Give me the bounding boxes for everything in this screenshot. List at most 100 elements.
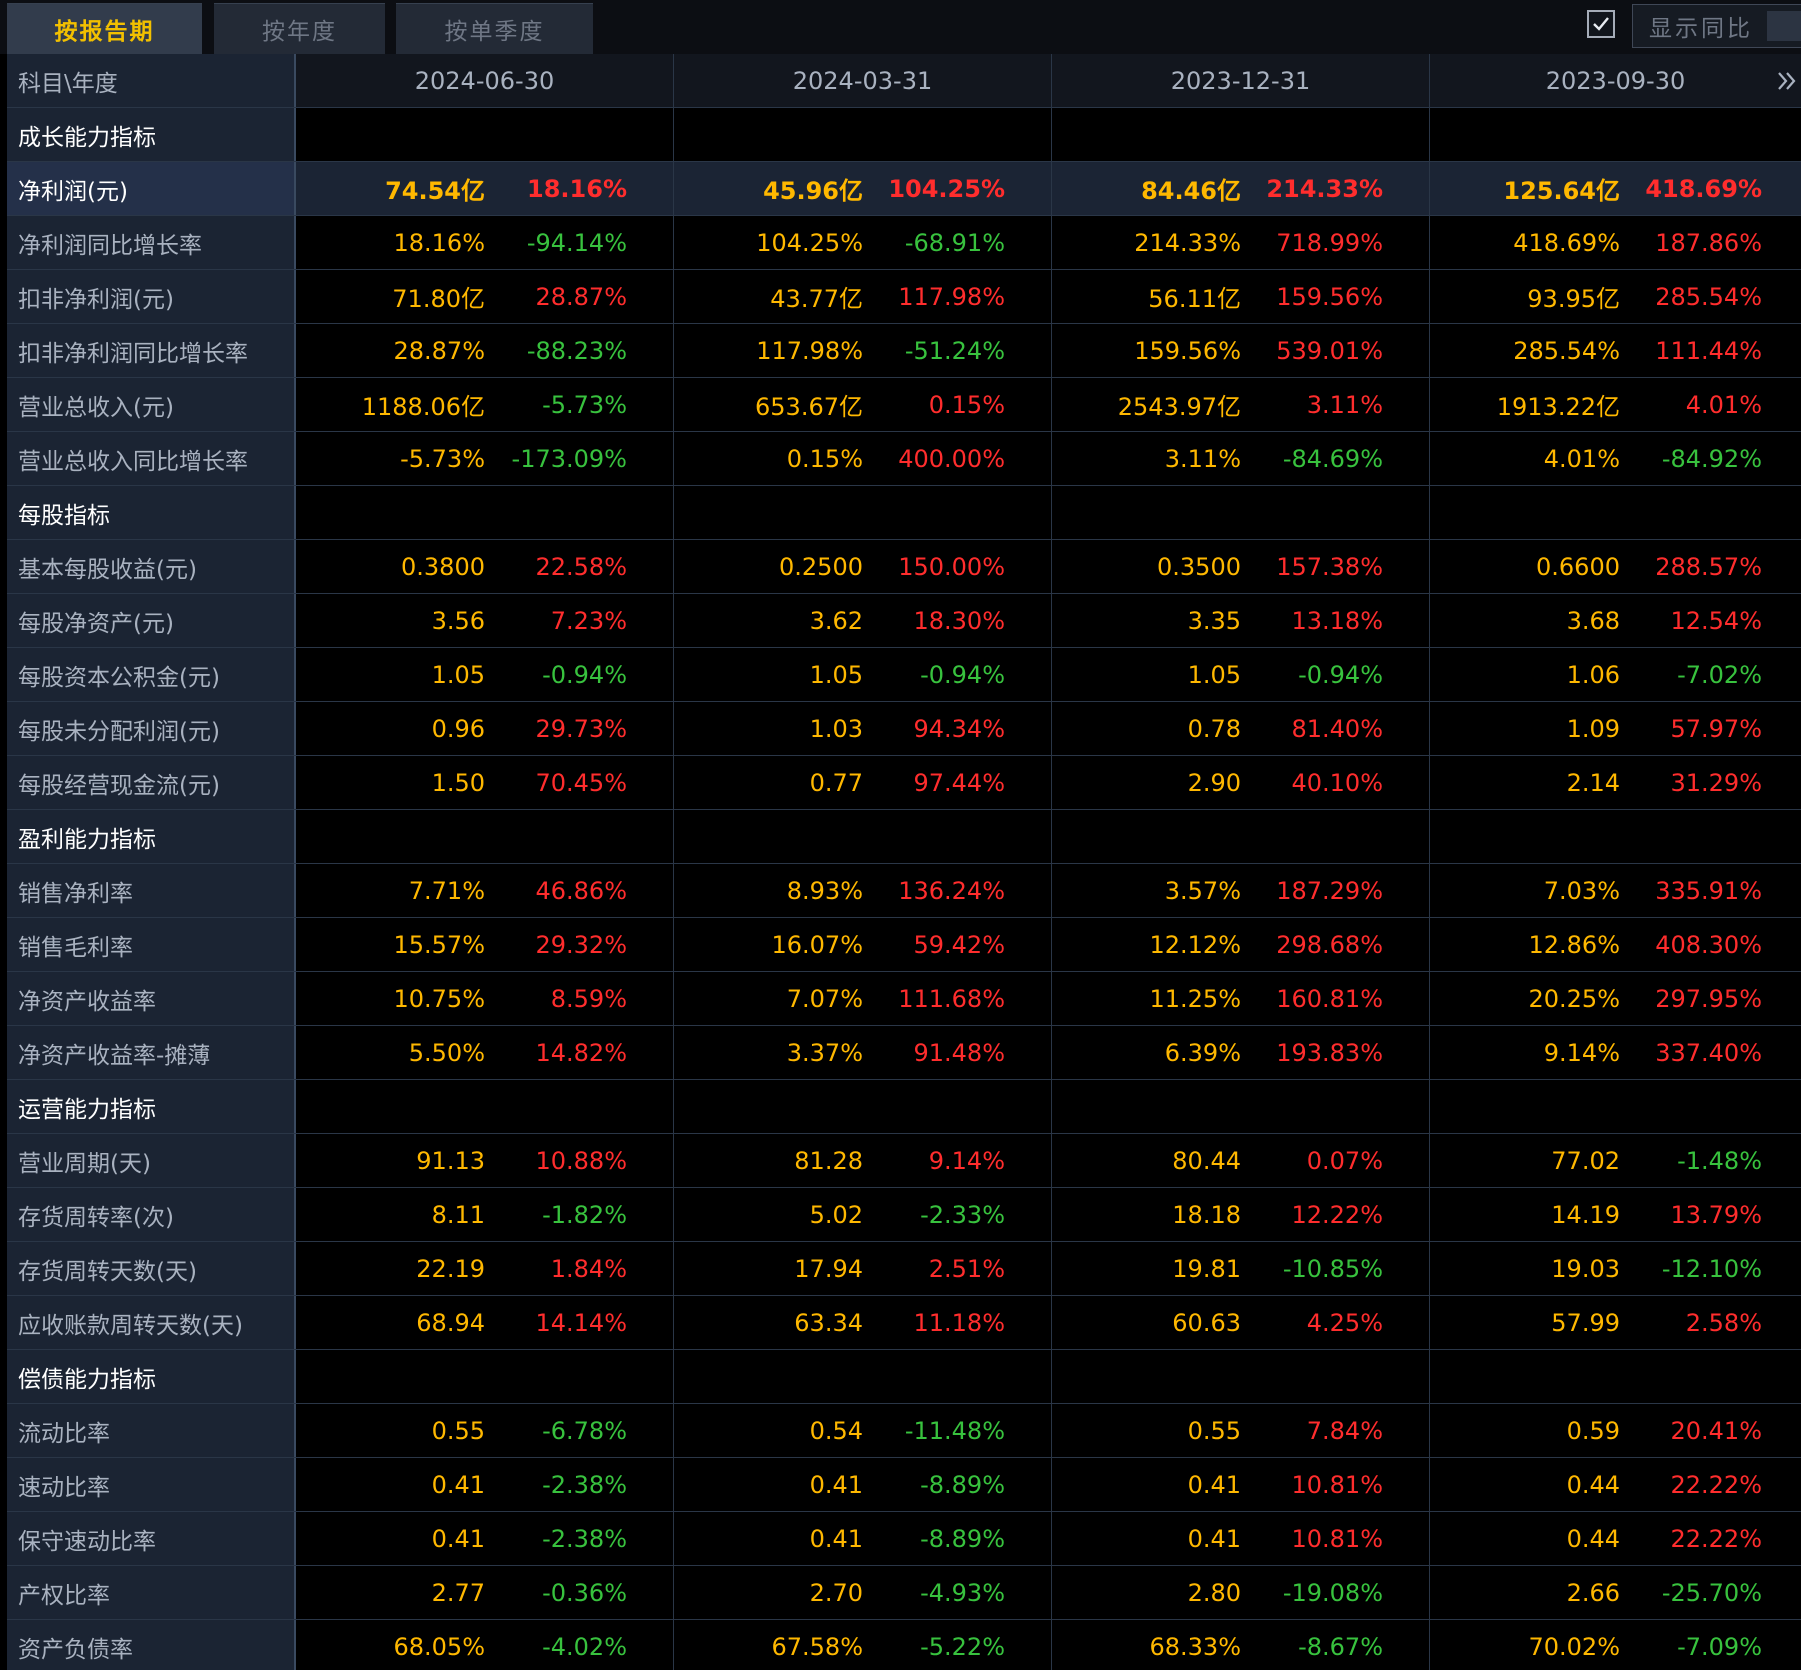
table-row[interactable]: 扣非净利润同比增长率 28.87% -88.23% 117.98% -51.24% 159… <box>7 324 1801 378</box>
yoy-change: 13.79% <box>1670 1200 1762 1229</box>
cell-period-3: 285.54% 111.44% <box>1430 324 1801 377</box>
yoy-change: -19.08% <box>1282 1578 1383 1607</box>
yoy-change: 20.41% <box>1670 1416 1762 1445</box>
table-row[interactable]: 存货周转天数(天) 22.19 1.84% 17.94 2.51% 19.81 -10.85… <box>7 1242 1801 1296</box>
yoy-change: 22.58% <box>535 552 627 581</box>
table-row[interactable]: 净资产收益率 10.75% 8.59% 7.07% 111.68% 11.25% 160.8… <box>7 972 1801 1026</box>
header-col-1[interactable]: 2024-03-31 <box>674 54 1052 107</box>
cell-period-1 <box>674 1080 1052 1133</box>
yoy-change: 0.07% <box>1306 1146 1383 1175</box>
table-row[interactable]: 资产负债率 68.05% -4.02% 67.58% -5.22% 68.33% -8.67… <box>7 1620 1801 1670</box>
yoy-change: 187.29% <box>1276 876 1383 905</box>
table-row[interactable]: 存货周转率(次) 8.11 -1.82% 5.02 -2.33% 18.18 12.22% 1… <box>7 1188 1801 1242</box>
table-row[interactable]: 每股净资产(元) 3.56 7.23% 3.62 18.30% 3.35 13.18% 3.6… <box>7 594 1801 648</box>
header-col-3[interactable]: 2023-09-30 <box>1430 54 1801 107</box>
table-row[interactable]: 净资产收益率-摊薄 5.50% 14.82% 3.37% 91.48% 6.39% 193.… <box>7 1026 1801 1080</box>
table-row[interactable]: 扣非净利润(元) 71.80亿 28.87% 43.77亿 117.98% 56.11亿 1… <box>7 270 1801 324</box>
tab-by-report-period[interactable]: 按报告期 <box>7 3 202 54</box>
cell-period-0: 28.87% -88.23% <box>296 324 674 377</box>
cell-period-0: 0.96 29.73% <box>296 702 674 755</box>
header-date: 2023-12-31 <box>1170 66 1311 95</box>
table-row[interactable]: 应收账款周转天数(天) 68.94 14.14% 63.34 11.18% 60.63 4.… <box>7 1296 1801 1350</box>
indicator-value: 0.54 <box>809 1416 863 1445</box>
indicator-value: 0.2500 <box>779 552 863 581</box>
yoy-change: -0.94% <box>542 660 627 689</box>
table-row[interactable]: 营业总收入(元) 1188.06亿 -5.73% 653.67亿 0.15% 2543.9… <box>7 378 1801 432</box>
indicator-value: 57.99 <box>1551 1308 1620 1337</box>
section-header-row: 每股指标 <box>7 486 1801 540</box>
cell-period-1: 0.2500 150.00% <box>674 540 1052 593</box>
double-chevron-right-icon[interactable] <box>1773 67 1801 95</box>
indicator-value: 0.6600 <box>1536 552 1620 581</box>
row-label: 净资产收益率 <box>7 972 296 1025</box>
yoy-change: 8.59% <box>550 984 627 1013</box>
cell-period-1: 5.02 -2.33% <box>674 1188 1052 1241</box>
cell-period-2: 3.35 13.18% <box>1052 594 1430 647</box>
indicator-value: 18.16% <box>393 228 485 257</box>
indicator-value: 45.96亿 <box>763 177 863 205</box>
yoy-change: 193.83% <box>1276 1038 1383 1067</box>
cell-period-0: 15.57% 29.32% <box>296 918 674 971</box>
tab-by-quarter[interactable]: 按单季度 <box>396 3 593 54</box>
row-label: 存货周转天数(天) <box>7 1242 296 1295</box>
cell-period-3: 14.19 13.79% <box>1430 1188 1801 1241</box>
cell-period-0 <box>296 810 674 863</box>
cell-period-3: 1.06 -7.02% <box>1430 648 1801 701</box>
table-row[interactable]: 基本每股收益(元) 0.3800 22.58% 0.2500 150.00% 0.3500… <box>7 540 1801 594</box>
table-row[interactable]: 每股未分配利润(元) 0.96 29.73% 1.03 94.34% 0.78 81.40%… <box>7 702 1801 756</box>
yoy-change: 136.24% <box>898 876 1005 905</box>
indicator-value: 3.11% <box>1164 444 1241 473</box>
indicator-value: 104.25% <box>756 228 863 257</box>
cell-period-1: 16.07% 59.42% <box>674 918 1052 971</box>
indicator-value: 3.62 <box>809 606 863 635</box>
cell-period-3 <box>1430 1080 1801 1133</box>
cell-period-0: 18.16% -94.14% <box>296 216 674 269</box>
cell-period-1: 0.41 -8.89% <box>674 1458 1052 1511</box>
yoy-change: -5.73% <box>542 390 627 419</box>
table-row[interactable]: 营业周期(天) 91.13 10.88% 81.28 9.14% 80.44 0.07% 77… <box>7 1134 1801 1188</box>
tab-by-year[interactable]: 按年度 <box>214 3 385 54</box>
yoy-change: 111.44% <box>1655 336 1762 365</box>
cell-period-3 <box>1430 810 1801 863</box>
cell-period-2: 60.63 4.25% <box>1052 1296 1430 1349</box>
table-row[interactable]: 销售净利率 7.71% 46.86% 8.93% 136.24% 3.57% 187.29%… <box>7 864 1801 918</box>
yoy-change: 159.56% <box>1276 282 1383 311</box>
header-col-2[interactable]: 2023-12-31 <box>1052 54 1430 107</box>
indicator-value: 0.96 <box>431 714 485 743</box>
indicator-value: -5.73% <box>400 444 485 473</box>
show-yoy-button[interactable]: 显示同比 <box>1632 4 1801 48</box>
table-row[interactable]: 净利润(元) 74.54亿 18.16% 45.96亿 104.25% 84.46亿 214… <box>7 162 1801 216</box>
table-row[interactable]: 保守速动比率 0.41 -2.38% 0.41 -8.89% 0.41 10.81% 0.44… <box>7 1512 1801 1566</box>
yoy-change: 288.57% <box>1655 552 1762 581</box>
cell-period-1: 653.67亿 0.15% <box>674 378 1052 431</box>
indicator-value: 285.54% <box>1513 336 1620 365</box>
indicator-value: 71.80亿 <box>392 285 485 313</box>
indicator-value: 7.07% <box>786 984 863 1013</box>
cell-period-0: 2.77 -0.36% <box>296 1566 674 1619</box>
indicator-value: 1913.22亿 <box>1496 393 1620 421</box>
table-row[interactable]: 营业总收入同比增长率 -5.73% -173.09% 0.15% 400.00% 3.11… <box>7 432 1801 486</box>
show-yoy-checkbox[interactable] <box>1587 10 1615 38</box>
table-row[interactable]: 速动比率 0.41 -2.38% 0.41 -8.89% 0.41 10.81% 0.44 22… <box>7 1458 1801 1512</box>
table-row[interactable]: 每股经营现金流(元) 1.50 70.45% 0.77 97.44% 2.90 40.10%… <box>7 756 1801 810</box>
table-row[interactable]: 净利润同比增长率 18.16% -94.14% 104.25% -68.91% 214.3… <box>7 216 1801 270</box>
table-row[interactable]: 每股资本公积金(元) 1.05 -0.94% 1.05 -0.94% 1.05 -0.94%… <box>7 648 1801 702</box>
cell-period-2 <box>1052 810 1430 863</box>
toggle-button-tail <box>1767 11 1801 41</box>
cell-period-2: 159.56% 539.01% <box>1052 324 1430 377</box>
table-row[interactable]: 销售毛利率 15.57% 29.32% 16.07% 59.42% 12.12% 298.6… <box>7 918 1801 972</box>
cell-period-2: 6.39% 193.83% <box>1052 1026 1430 1079</box>
cell-period-1: 0.54 -11.48% <box>674 1404 1052 1457</box>
header-col-0[interactable]: 2024-06-30 <box>296 54 674 107</box>
cell-period-2: 0.3500 157.38% <box>1052 540 1430 593</box>
indicator-value: 60.63 <box>1172 1308 1241 1337</box>
indicator-value: 91.13 <box>416 1146 485 1175</box>
row-label: 每股经营现金流(元) <box>7 756 296 809</box>
cell-period-2: 2543.97亿 3.11% <box>1052 378 1430 431</box>
indicator-value: 22.19 <box>416 1254 485 1283</box>
table-row[interactable]: 流动比率 0.55 -6.78% 0.54 -11.48% 0.55 7.84% 0.59 20… <box>7 1404 1801 1458</box>
indicator-value: 0.41 <box>431 1524 485 1553</box>
yoy-change: 57.97% <box>1670 714 1762 743</box>
cell-period-2: 3.57% 187.29% <box>1052 864 1430 917</box>
table-row[interactable]: 产权比率 2.77 -0.36% 2.70 -4.93% 2.80 -19.08% 2.66 -… <box>7 1566 1801 1620</box>
